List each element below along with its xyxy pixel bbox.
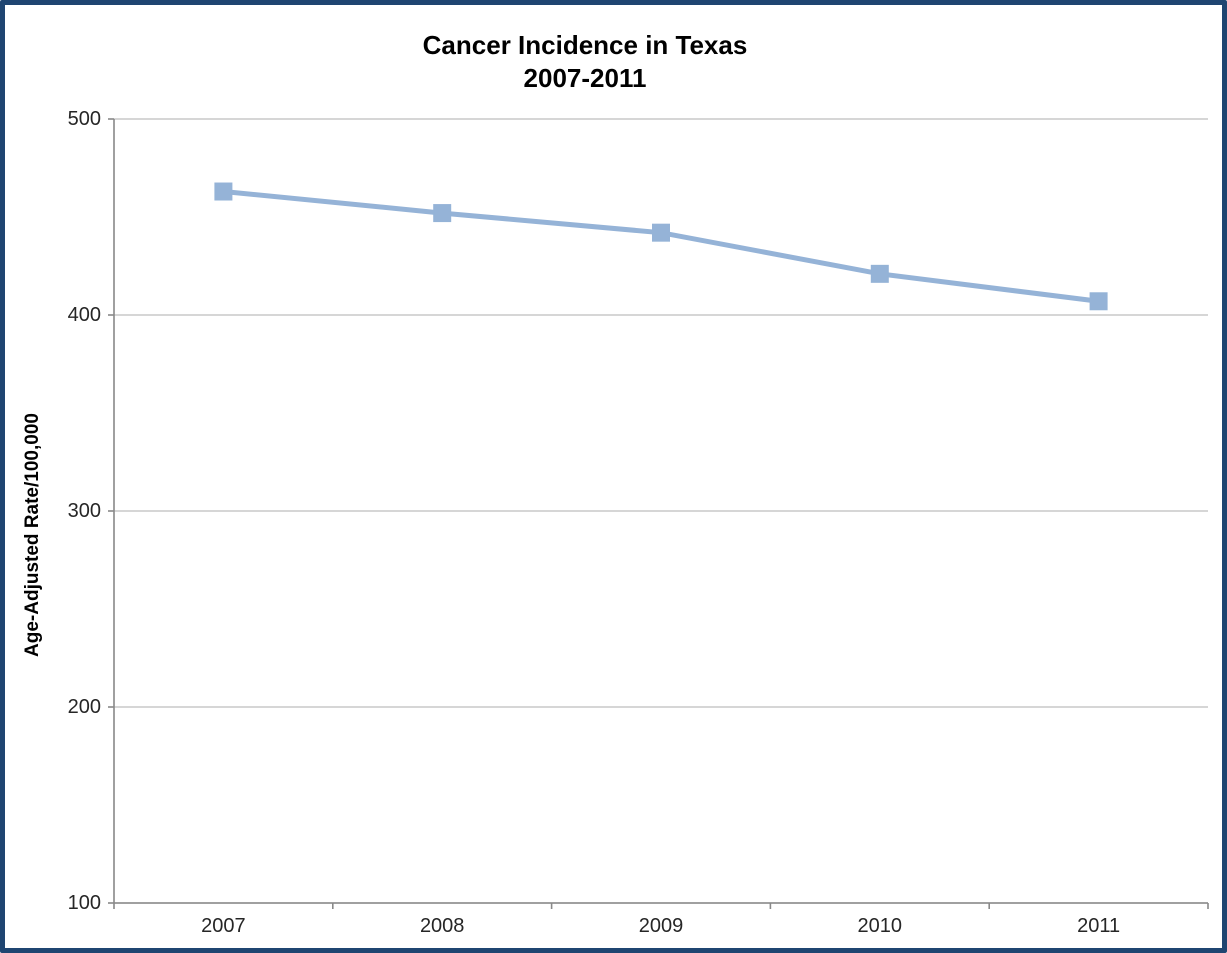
y-tick-label: 500 (67, 108, 101, 130)
trend-line (223, 189, 1099, 304)
chart-subtitle: 2007-2011 (523, 63, 647, 93)
y-tick-label: 300 (67, 500, 101, 522)
data-point-2009 (652, 223, 670, 242)
data-point-2008 (433, 204, 452, 223)
y-tick-label: 200 (67, 696, 101, 718)
chart-title: Cancer Incidence in Texas (422, 30, 748, 60)
x-tick-label: 2011 (1077, 915, 1121, 937)
data-point-2011 (1089, 292, 1108, 311)
line-chart (108, 118, 1209, 909)
x-tick-label: 2010 (857, 915, 903, 937)
y-tick-label: 400 (67, 304, 101, 326)
x-tick-label: 2008 (419, 915, 465, 937)
data-point-2007 (214, 182, 233, 201)
x-tick-label: 2009 (638, 915, 684, 937)
chart-title-block: Cancer Incidence in Texas 2007-2011 (5, 29, 1165, 95)
y-tick-label: 100 (67, 892, 101, 914)
x-tick-label: 2007 (201, 915, 246, 937)
data-point-2010 (870, 264, 889, 283)
